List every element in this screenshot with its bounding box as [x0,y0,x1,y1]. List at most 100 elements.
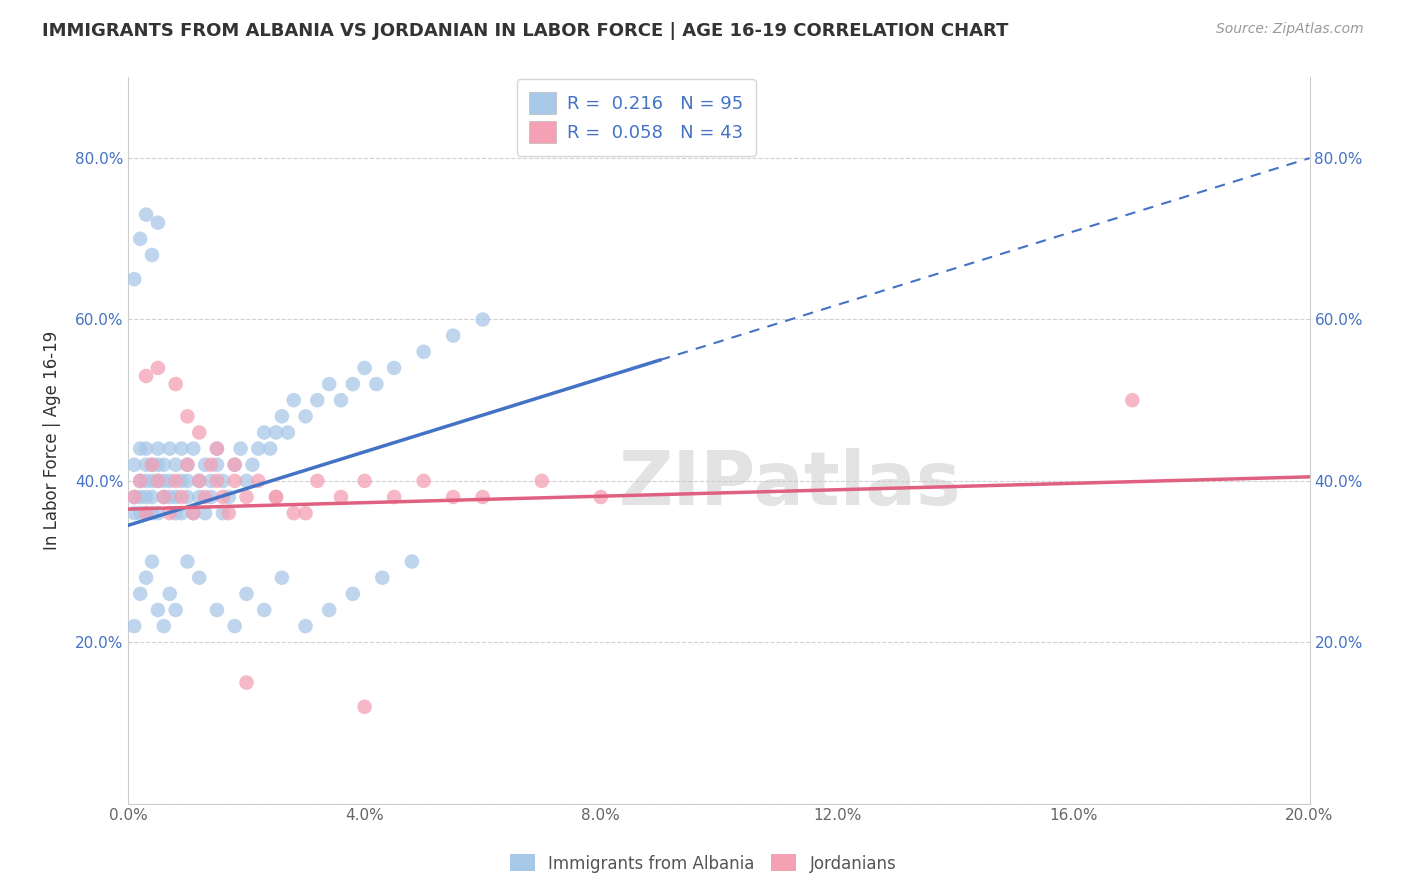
Point [212,490,235,504]
Point [135,506,157,520]
Point [141,458,163,472]
Point [264,490,287,504]
Point [141,458,163,472]
Point [165,474,187,488]
Point [170,474,193,488]
Point [129,232,152,246]
Point [1121,393,1143,408]
Point [205,442,228,456]
Point [153,474,176,488]
Point [159,442,181,456]
Point [264,490,287,504]
Point [141,474,163,488]
Point [412,344,434,359]
Point [330,490,353,504]
Point [253,603,276,617]
Point [441,328,464,343]
Point [353,360,375,375]
Point [183,506,205,520]
Point [318,377,340,392]
Point [471,312,494,326]
Point [247,474,270,488]
Point [200,458,222,472]
Text: ZIPatlas: ZIPatlas [619,448,962,521]
Point [229,442,252,456]
Point [146,474,169,488]
Point [307,393,329,408]
Point [353,699,375,714]
Legend: R =  0.216   N = 95, R =  0.058   N = 43: R = 0.216 N = 95, R = 0.058 N = 43 [516,79,756,156]
Point [165,490,187,504]
Text: IMMIGRANTS FROM ALBANIA VS JORDANIAN IN LABOR FORCE | AGE 16-19 CORRELATION CHAR: IMMIGRANTS FROM ALBANIA VS JORDANIAN IN … [42,22,1008,40]
Point [129,587,152,601]
Point [224,458,246,472]
Point [235,675,257,690]
Point [165,506,187,520]
Point [170,490,193,504]
Point [176,458,198,472]
Point [224,619,246,633]
Point [271,409,294,424]
Point [146,442,169,456]
Point [146,506,169,520]
Point [235,490,257,504]
Point [124,490,146,504]
Point [441,490,464,504]
Point [294,619,316,633]
Point [135,369,157,384]
Point [366,377,388,392]
Point [530,474,553,488]
Point [170,506,193,520]
Point [176,490,198,504]
Point [124,619,146,633]
Point [124,506,146,520]
Point [188,425,211,440]
Point [124,490,146,504]
Point [471,490,494,504]
Point [135,208,157,222]
Point [205,603,228,617]
Point [124,458,146,472]
Point [129,506,152,520]
Point [382,490,405,504]
Point [153,490,176,504]
Point [412,474,434,488]
Point [141,555,163,569]
Point [212,506,235,520]
Point [165,458,187,472]
Point [342,587,364,601]
Point [146,474,169,488]
Point [224,458,246,472]
Point [129,474,152,488]
Point [307,474,329,488]
Point [146,603,169,617]
Point [146,458,169,472]
Point [159,506,181,520]
Text: Source: ZipAtlas.com: Source: ZipAtlas.com [1216,22,1364,37]
Point [159,587,181,601]
Point [194,506,217,520]
Point [212,474,235,488]
Point [294,506,316,520]
Point [176,409,198,424]
Point [294,409,316,424]
Point [146,360,169,375]
Point [259,442,281,456]
Point [176,474,198,488]
Point [188,474,211,488]
Legend: Immigrants from Albania, Jordanians: Immigrants from Albania, Jordanians [503,847,903,880]
Point [277,425,299,440]
Point [129,490,152,504]
Point [135,474,157,488]
Point [235,474,257,488]
Point [159,490,181,504]
Point [141,248,163,262]
Point [183,506,205,520]
Point [253,425,276,440]
Point [318,603,340,617]
Point [264,425,287,440]
Point [218,506,240,520]
Point [153,619,176,633]
Point [205,442,228,456]
Point [242,458,264,472]
